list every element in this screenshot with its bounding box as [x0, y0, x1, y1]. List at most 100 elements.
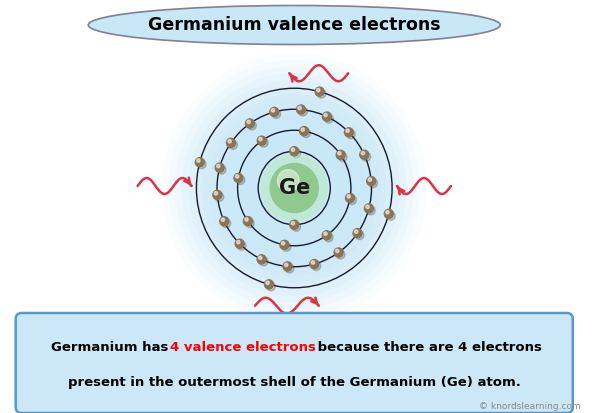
Circle shape — [298, 106, 301, 110]
Circle shape — [229, 121, 360, 255]
Circle shape — [338, 152, 347, 161]
Circle shape — [324, 233, 333, 242]
Circle shape — [366, 205, 369, 209]
Circle shape — [369, 178, 377, 188]
Circle shape — [202, 94, 387, 282]
Circle shape — [322, 231, 331, 240]
Circle shape — [255, 148, 334, 228]
Circle shape — [386, 211, 389, 214]
Circle shape — [257, 255, 266, 264]
Circle shape — [229, 140, 238, 150]
Circle shape — [228, 140, 232, 143]
Circle shape — [217, 164, 220, 168]
Circle shape — [236, 176, 245, 185]
Circle shape — [283, 262, 292, 271]
Circle shape — [344, 128, 353, 137]
Circle shape — [259, 138, 262, 141]
Circle shape — [222, 114, 367, 262]
Circle shape — [215, 163, 224, 172]
Circle shape — [222, 219, 230, 228]
Circle shape — [266, 281, 269, 285]
Text: Germanium has: Germanium has — [50, 341, 173, 354]
Circle shape — [208, 100, 380, 275]
Circle shape — [280, 240, 289, 249]
Circle shape — [270, 164, 318, 213]
Circle shape — [188, 80, 400, 296]
Circle shape — [346, 129, 349, 133]
Circle shape — [367, 206, 375, 215]
Circle shape — [296, 105, 305, 114]
Circle shape — [234, 173, 243, 183]
Circle shape — [162, 53, 427, 323]
Circle shape — [325, 114, 334, 123]
Circle shape — [235, 175, 239, 178]
FancyBboxPatch shape — [16, 313, 573, 413]
Circle shape — [311, 261, 314, 264]
Circle shape — [291, 221, 295, 225]
Circle shape — [257, 136, 266, 145]
Circle shape — [290, 147, 299, 156]
Circle shape — [384, 209, 393, 218]
Circle shape — [361, 152, 365, 155]
Circle shape — [235, 128, 353, 248]
Circle shape — [346, 193, 355, 203]
Text: 4 valence electrons: 4 valence electrons — [170, 341, 316, 354]
Circle shape — [310, 259, 319, 268]
Circle shape — [215, 192, 224, 202]
Circle shape — [338, 152, 341, 155]
Circle shape — [259, 257, 268, 266]
Circle shape — [284, 263, 288, 266]
Circle shape — [317, 89, 326, 98]
Circle shape — [221, 218, 224, 221]
Circle shape — [236, 240, 240, 244]
Circle shape — [271, 109, 275, 112]
Circle shape — [259, 138, 268, 147]
Circle shape — [355, 230, 364, 240]
Circle shape — [282, 242, 291, 252]
Circle shape — [245, 218, 248, 221]
Circle shape — [324, 232, 327, 235]
Circle shape — [265, 280, 274, 289]
Circle shape — [242, 134, 347, 242]
Circle shape — [217, 165, 226, 174]
Circle shape — [291, 148, 295, 152]
Circle shape — [215, 107, 373, 269]
Circle shape — [213, 190, 222, 199]
Circle shape — [220, 217, 229, 226]
Circle shape — [346, 130, 355, 139]
Circle shape — [317, 88, 320, 92]
Circle shape — [336, 250, 345, 259]
Circle shape — [322, 112, 331, 121]
Circle shape — [368, 178, 371, 181]
Circle shape — [347, 195, 356, 204]
Circle shape — [260, 154, 328, 222]
Circle shape — [290, 220, 299, 229]
Circle shape — [247, 120, 250, 123]
Text: Ge: Ge — [278, 178, 310, 198]
Circle shape — [197, 160, 206, 169]
Circle shape — [245, 218, 254, 228]
Circle shape — [214, 192, 218, 195]
Circle shape — [175, 66, 413, 309]
Circle shape — [281, 242, 285, 245]
Circle shape — [292, 222, 301, 231]
Circle shape — [169, 60, 420, 316]
Circle shape — [364, 204, 373, 213]
Circle shape — [285, 264, 294, 273]
Circle shape — [324, 113, 327, 117]
Ellipse shape — [88, 5, 500, 45]
Circle shape — [195, 158, 204, 167]
Circle shape — [245, 119, 254, 128]
Circle shape — [315, 87, 324, 96]
Circle shape — [336, 150, 345, 159]
Circle shape — [227, 138, 235, 147]
Circle shape — [301, 128, 304, 131]
Circle shape — [244, 216, 253, 225]
Circle shape — [266, 282, 275, 291]
Circle shape — [360, 150, 369, 159]
Circle shape — [347, 195, 350, 198]
Circle shape — [248, 141, 340, 235]
Circle shape — [270, 107, 279, 116]
Circle shape — [277, 170, 299, 192]
Circle shape — [362, 152, 371, 161]
